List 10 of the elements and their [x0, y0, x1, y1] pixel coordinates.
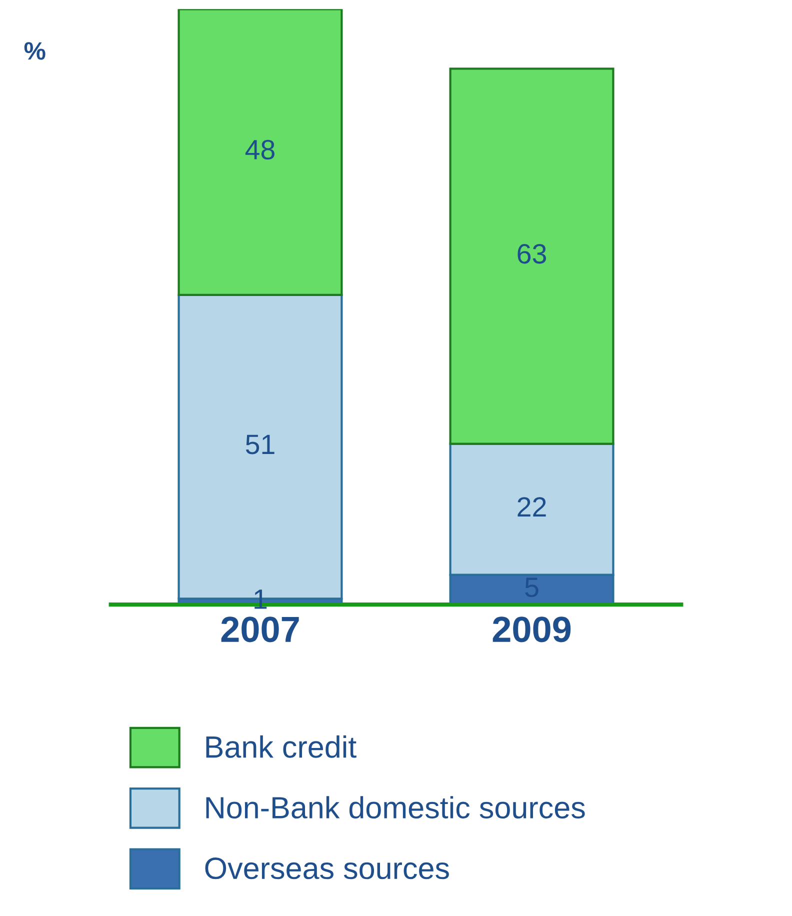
- data-label: 48: [245, 140, 274, 160]
- x-tick-label: 2009: [492, 616, 571, 642]
- data-label: 51: [246, 434, 274, 454]
- y-axis-title: %: [24, 42, 46, 60]
- legend-label: Non-Bank domestic sources: [206, 796, 585, 819]
- data-label: 22: [518, 497, 546, 516]
- legend-label: Overseas sources: [205, 858, 449, 880]
- legend-label: Bank credit: [206, 735, 356, 758]
- data-label: 63: [518, 244, 546, 264]
- x-tick-label: 2007: [221, 616, 299, 642]
